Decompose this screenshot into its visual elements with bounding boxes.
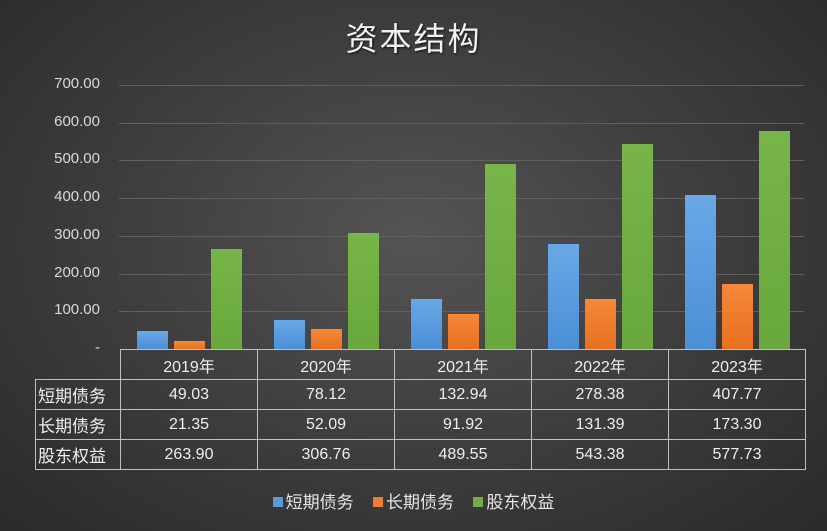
data-table: 2019年 2020年 2021年 2022年 2023年 短期债务 49.03… xyxy=(35,349,806,470)
table-header-cell: 2022年 xyxy=(531,349,669,380)
bar[interactable] xyxy=(311,329,342,349)
legend-item-long-debt[interactable]: 长期债务 xyxy=(373,488,454,513)
y-tick-label: - xyxy=(95,339,100,356)
legend-swatch-icon xyxy=(473,497,484,507)
gridline xyxy=(119,311,804,313)
table-cell: 543.38 xyxy=(531,439,669,470)
bar[interactable] xyxy=(585,299,616,349)
legend-swatch-icon xyxy=(373,497,383,507)
bar[interactable] xyxy=(685,195,716,349)
bar[interactable] xyxy=(174,340,205,349)
legend: 短期债务 长期债务 股东权益 xyxy=(0,488,827,513)
table-cell: 49.03 xyxy=(120,379,258,410)
table-cell: 21.35 xyxy=(120,409,258,440)
legend-swatch-icon xyxy=(272,497,283,507)
bar[interactable] xyxy=(448,314,479,349)
bar[interactable] xyxy=(485,164,516,349)
gridline xyxy=(119,160,804,162)
bar[interactable] xyxy=(759,131,790,349)
table-cell: 132.94 xyxy=(394,379,532,410)
table-header-cell: 2020年 xyxy=(257,349,395,380)
legend-item-short-debt[interactable]: 短期债务 xyxy=(272,488,354,513)
y-tick-label: 500.00 xyxy=(54,150,100,168)
gridline xyxy=(119,122,804,124)
bar[interactable] xyxy=(548,244,579,349)
bar[interactable] xyxy=(411,298,442,349)
table-row: 长期债务 21.35 52.09 91.92 131.39 173.30 xyxy=(35,409,806,440)
bar[interactable] xyxy=(622,144,653,349)
table-cell: 489.55 xyxy=(394,439,532,470)
gridline xyxy=(119,273,804,275)
legend-item-equity[interactable]: 股东权益 xyxy=(473,488,554,513)
table-cell: 577.73 xyxy=(668,439,806,470)
table-row: 短期债务 49.03 78.12 132.94 278.38 407.77 xyxy=(35,379,806,410)
table-header-cell: 2019年 xyxy=(120,349,258,380)
table-cell: 263.90 xyxy=(120,439,258,470)
table-header-cell: 2021年 xyxy=(394,349,532,380)
table-cell: 78.12 xyxy=(257,379,395,410)
y-tick-label: 700.00 xyxy=(54,75,100,92)
y-tick-label: 600.00 xyxy=(54,112,100,130)
table-cell: 306.76 xyxy=(257,439,395,470)
gridline xyxy=(119,198,804,200)
table-header-row: 2019年 2020年 2021年 2022年 2023年 xyxy=(35,349,806,380)
table-header-cell: 2023年 xyxy=(668,349,806,380)
bar[interactable] xyxy=(722,283,753,349)
row-label: 股东权益 xyxy=(35,439,121,470)
bar[interactable] xyxy=(274,319,305,349)
chart-title: 资本结构 xyxy=(345,20,482,58)
bar[interactable] xyxy=(348,233,379,349)
table-cell: 131.39 xyxy=(531,409,669,440)
y-tick-label: 300.00 xyxy=(54,225,100,243)
gridline xyxy=(119,235,804,237)
table-cell: 278.38 xyxy=(531,379,669,410)
gridline xyxy=(119,85,804,86)
y-tick-label: 200.00 xyxy=(54,263,100,281)
table-corner xyxy=(35,349,121,380)
bar[interactable] xyxy=(137,330,168,349)
table-cell: 52.09 xyxy=(257,409,395,440)
row-label: 长期债务 xyxy=(35,409,121,440)
table-cell: 91.92 xyxy=(394,409,532,440)
table-row: 股东权益 263.90 306.76 489.55 543.38 577.73 xyxy=(35,439,806,470)
y-tick-label: 100.00 xyxy=(54,301,100,319)
bar[interactable] xyxy=(211,249,242,349)
y-tick-label: 400.00 xyxy=(54,188,100,206)
table-cell: 407.77 xyxy=(668,379,806,410)
table-cell: 173.30 xyxy=(668,409,806,440)
row-label: 短期债务 xyxy=(35,379,121,410)
